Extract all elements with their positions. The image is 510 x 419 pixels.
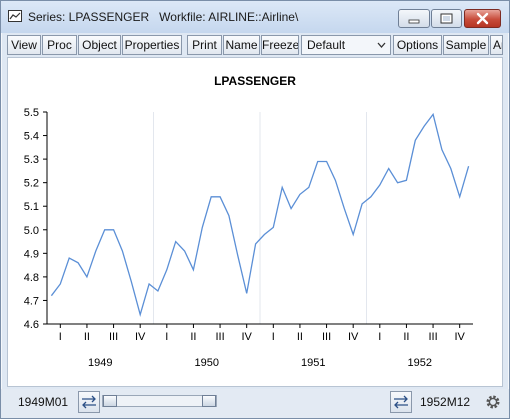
maximize-button[interactable] xyxy=(431,9,462,28)
y-tick-label: 5.4 xyxy=(24,131,39,143)
y-tick-label: 4.6 xyxy=(24,319,39,331)
sample-end-date: 1952M12 xyxy=(420,395,471,409)
quarter-label: IV xyxy=(135,331,146,343)
y-tick-label: 5.0 xyxy=(24,225,39,237)
close-icon xyxy=(476,12,489,25)
year-label: 1952 xyxy=(408,357,432,369)
quarter-label: I xyxy=(272,331,275,343)
options-button[interactable]: Options xyxy=(393,35,442,55)
dropdown-value: Default xyxy=(307,38,346,52)
slider-start-thumb[interactable] xyxy=(103,395,117,407)
quarter-label: III xyxy=(428,331,437,343)
minimize-button[interactable] xyxy=(398,9,430,28)
graph-area: LPASSENGER 4.6 4.7 4.8 4.9 5.0 5.1 5.2 5.3 5.4 5.5… xyxy=(7,57,503,387)
quarter-label: I xyxy=(165,331,168,343)
quarter-label: IV xyxy=(454,331,465,343)
quarter-label: IV xyxy=(348,331,359,343)
shift-arrows-icon xyxy=(82,395,96,409)
y-tick-label: 5.5 xyxy=(24,107,39,119)
quarter-label: IV xyxy=(241,331,252,343)
shift-arrows-icon xyxy=(394,395,408,409)
series-line-lpassenger xyxy=(50,112,470,318)
y-tick-label: 4.8 xyxy=(24,272,39,284)
quarter-label: I xyxy=(378,331,381,343)
toolbar: View Proc Object Properties Print Name F… xyxy=(7,34,503,56)
ar-button[interactable]: Ar xyxy=(490,35,503,55)
title-bar[interactable]: Series: LPASSENGER Workfile: AIRLINE::Ai… xyxy=(1,1,509,33)
window-title: Series: LPASSENGER Workfile: AIRLINE::Ai… xyxy=(28,10,299,24)
line-chart: LPASSENGER 4.6 4.7 4.8 4.9 5.0 5.1 5.2 5.3 5.4 5.5… xyxy=(24,74,473,369)
sample-button[interactable]: Sample xyxy=(443,35,489,55)
chart-title: LPASSENGER xyxy=(214,74,296,88)
y-tick-label: 4.7 xyxy=(24,295,39,307)
sample-bar: 1949M01 1952M12 xyxy=(1,389,509,418)
quarter-label: III xyxy=(215,331,224,343)
properties-button[interactable]: Properties xyxy=(122,35,182,55)
y-tick-label: 5.3 xyxy=(24,154,39,166)
quarter-label: III xyxy=(109,331,118,343)
gear-icon[interactable] xyxy=(483,392,503,412)
series-icon xyxy=(8,10,22,22)
sample-start-date: 1949M01 xyxy=(18,395,69,409)
close-button[interactable] xyxy=(464,9,501,28)
slider-end-thumb[interactable] xyxy=(202,395,216,407)
quarter-label: II xyxy=(190,331,196,343)
quarter-label: II xyxy=(84,331,90,343)
name-button[interactable]: Name xyxy=(223,35,260,55)
maximize-icon xyxy=(440,13,453,24)
y-tick-label: 5.1 xyxy=(24,201,39,213)
quarter-label: I xyxy=(59,331,62,343)
sample-range-slider[interactable] xyxy=(102,395,217,407)
y-tick-label: 4.9 xyxy=(24,248,39,260)
proc-button[interactable]: Proc xyxy=(42,35,77,55)
shift-end-button[interactable] xyxy=(390,391,412,413)
year-label: 1949 xyxy=(88,357,112,369)
shift-start-button[interactable] xyxy=(78,391,100,413)
object-button[interactable]: Object xyxy=(78,35,121,55)
quarter-label: III xyxy=(322,331,331,343)
y-tick-label: 5.2 xyxy=(24,178,39,190)
minimize-icon xyxy=(408,19,420,24)
year-label: 1950 xyxy=(195,357,219,369)
view-button[interactable]: View xyxy=(7,35,41,55)
quarter-label: II xyxy=(403,331,409,343)
year-label: 1951 xyxy=(301,357,325,369)
freeze-button[interactable]: Freeze xyxy=(261,35,299,55)
print-button[interactable]: Print xyxy=(187,35,222,55)
graph-type-dropdown[interactable]: Default xyxy=(301,35,391,55)
chevron-down-icon xyxy=(377,42,386,48)
quarter-label: II xyxy=(297,331,303,343)
